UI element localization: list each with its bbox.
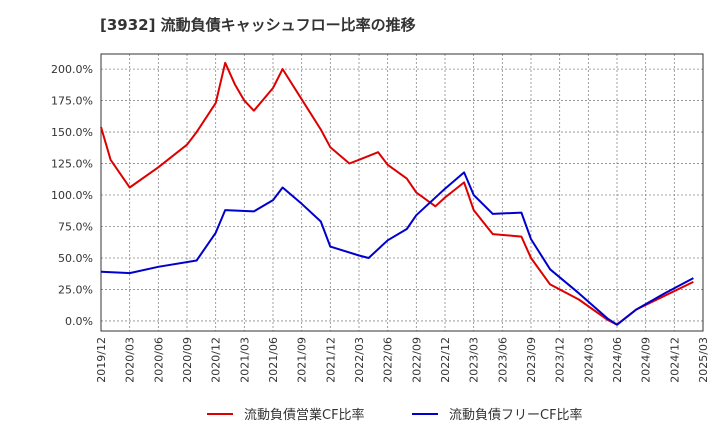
- x-tick-label: 2020/06: [152, 337, 165, 383]
- x-tick-label: 2025/03: [697, 337, 710, 383]
- y-tick-label: 150.0%: [51, 126, 93, 139]
- legend-label-free-cf: 流動負債フリーCF比率: [449, 407, 583, 423]
- x-tick-label: 2022/03: [353, 337, 366, 383]
- x-tick-label: 2023/06: [496, 337, 509, 383]
- x-tick-label: 2021/03: [238, 337, 251, 383]
- x-tick-label: 2023/03: [468, 337, 481, 383]
- y-tick-label: 175.0%: [51, 95, 93, 108]
- series-lines: [100, 61, 694, 326]
- x-tick-label: 2021/06: [267, 337, 280, 383]
- x-tick-label: 2024/06: [611, 337, 624, 383]
- x-tick-label: 2020/09: [181, 337, 194, 383]
- x-tick-label: 2022/09: [410, 337, 423, 383]
- y-tick-label: 200.0%: [51, 63, 93, 76]
- x-tick-label: 2024/12: [668, 337, 681, 383]
- y-tick-label: 125.0%: [51, 158, 93, 171]
- chart-title: [3932] 流動負債キャッシュフロー比率の推移: [100, 16, 416, 34]
- y-tick-label: 100.0%: [51, 189, 93, 202]
- x-tick-label: 2021/12: [324, 337, 337, 383]
- y-tick-label: 0.0%: [65, 315, 93, 328]
- x-tick-label: 2024/03: [582, 337, 595, 383]
- series-line-0: [100, 61, 694, 326]
- x-tick-label: 2023/12: [554, 337, 567, 383]
- x-tick-label: 2020/03: [124, 337, 137, 383]
- y-axis-ticks: 0.0% 25.0% 50.0% 75.0% 100.0% 125.0% 150.0% 175…: [51, 63, 93, 328]
- grid: [100, 54, 704, 331]
- x-tick-label: 2022/12: [439, 337, 452, 383]
- legend-label-operating-cf: 流動負債営業CF比率: [244, 407, 365, 423]
- x-tick-label: 2023/09: [525, 337, 538, 383]
- y-tick-label: 25.0%: [58, 283, 93, 296]
- series-line-1: [100, 171, 694, 326]
- plot-frame: [100, 53, 704, 332]
- legend: 流動負債営業CF比率 流動負債フリーCF比率: [207, 407, 583, 423]
- x-axis-ticks: 2019/12 2020/03 2020/06 2020/09 2020/12 2021/…: [95, 337, 710, 383]
- x-tick-label: 2021/09: [296, 337, 309, 383]
- x-tick-label: 2019/12: [95, 337, 108, 383]
- x-tick-label: 2022/06: [382, 337, 395, 383]
- y-tick-label: 50.0%: [58, 252, 93, 265]
- x-tick-label: 2020/12: [210, 337, 223, 383]
- x-tick-label: 2024/09: [640, 337, 653, 383]
- y-tick-label: 75.0%: [58, 220, 93, 233]
